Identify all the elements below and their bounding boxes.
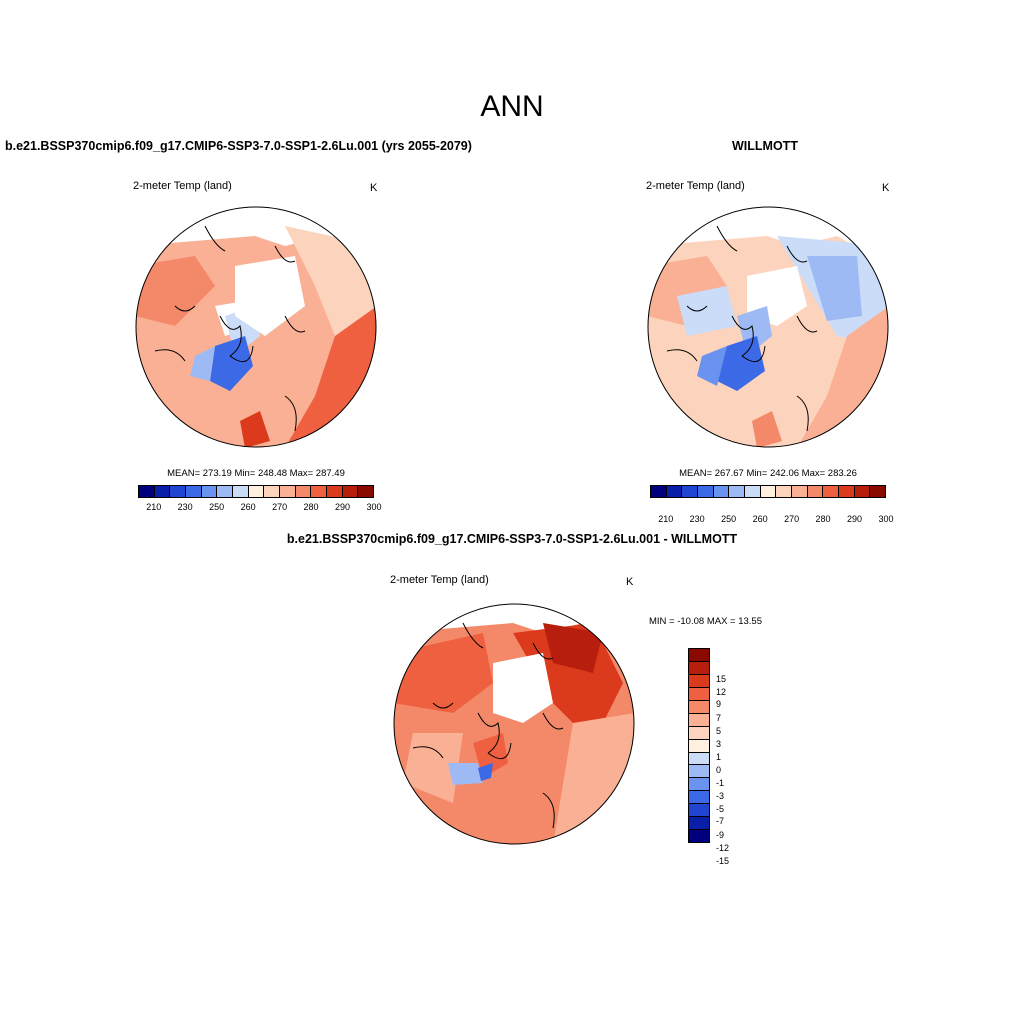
colorbar-swatch [838, 486, 854, 497]
figure-title: ANN [480, 90, 544, 123]
colorbar-tick-label: 300 [878, 514, 894, 524]
colorbar-swatch [357, 486, 374, 497]
panel-2-unit-label: K [882, 182, 890, 194]
colorbar-tick-label: 210 [658, 514, 674, 524]
colorbar-swatch [869, 486, 886, 497]
colorbar-swatch [310, 486, 327, 497]
colorbar-tick-label: 250 [209, 502, 225, 512]
panel-3-colorbar-ticks: 15 12 9 7 5 3 1 0 -1 -3 -5 -7 -9 -12 -15 [716, 672, 756, 867]
colorbar-tick-label: 270 [784, 514, 800, 524]
colorbar-swatch [689, 660, 709, 674]
colorbar-tick-label: 230 [177, 502, 193, 512]
colorbar-tick-label: 9 [716, 699, 722, 710]
panel-3-title: b.e21.BSSP370cmip6.f09_g17.CMIP6-SSP3-7.… [286, 532, 738, 546]
colorbar-swatch [279, 486, 295, 497]
colorbar-swatch [689, 673, 709, 687]
colorbar-tick-label: 300 [366, 502, 382, 512]
colorbar-swatch [689, 751, 709, 765]
colorbar-swatch [712, 486, 729, 497]
colorbar-tick-label: 270 [272, 502, 288, 512]
colorbar-swatch [689, 777, 709, 791]
panel-2-stats: MEAN= 267.67 Min= 242.06 Max= 283.26 [679, 468, 857, 479]
colorbar-swatch [216, 486, 233, 497]
colorbar-swatch [689, 829, 709, 843]
panel-1-title: b.e21.BSSP370cmip6.f09_g17.CMIP6-SSP3-7.… [5, 139, 472, 153]
panel-3-unit-label: K [626, 576, 634, 588]
colorbar-swatch [689, 803, 709, 817]
colorbar-tick-label: 0 [716, 764, 722, 775]
colorbar-swatch [651, 486, 666, 497]
colorbar-swatch [326, 486, 342, 497]
colorbar-tick-label: 3 [716, 738, 722, 749]
colorbar-tick-label: 1 [716, 751, 722, 762]
colorbar-swatch [822, 486, 839, 497]
panel-3-stats: MIN = -10.08 MAX = 13.55 [649, 616, 763, 627]
colorbar-tick-label: 210 [146, 502, 162, 512]
colorbar-tick-label: 5 [716, 725, 722, 736]
colorbar-swatch [247, 486, 264, 497]
panel-2-colorbar [650, 485, 886, 498]
panel-2-title: WILLMOTT [732, 139, 798, 153]
colorbar-tick-label: -7 [716, 816, 725, 827]
panel-2-colorbar-ticks: 210 230 250 260 270 280 290 300 [650, 514, 893, 526]
panel-3-variable-label: 2-meter Temp (land) [390, 574, 489, 586]
panel-1-colorbar [138, 485, 374, 498]
panel-1-variable-label: 2-meter Temp (land) [133, 180, 232, 192]
colorbar-swatch [185, 486, 201, 497]
colorbar-tick-label: -3 [716, 790, 725, 801]
colorbar-swatch [689, 738, 709, 752]
colorbar-swatch [791, 486, 807, 497]
panel-1-colorbar-ticks: 210 230 250 260 270 280 290 300 [138, 502, 381, 514]
colorbar-swatch [744, 486, 760, 497]
colorbar-swatch [294, 486, 311, 497]
colorbar-swatch [200, 486, 217, 497]
panel-1-stats: MEAN= 273.19 Min= 248.48 Max= 287.49 [167, 468, 345, 479]
colorbar-swatch [728, 486, 745, 497]
panel-1-unit-label: K [370, 182, 378, 194]
panel-3-colorbar [688, 648, 710, 843]
colorbar-tick-label: 260 [240, 502, 256, 512]
colorbar-tick-label: -9 [716, 829, 725, 840]
colorbar-tick-label: 12 [716, 686, 727, 697]
colorbar-tick-label: 280 [815, 514, 831, 524]
colorbar-swatch [689, 764, 709, 778]
colorbar-swatch [153, 486, 170, 497]
colorbar-swatch [232, 486, 248, 497]
colorbar-tick-label: -12 [716, 842, 730, 853]
colorbar-tick-label: -15 [716, 855, 730, 866]
colorbar-tick-label: -1 [716, 777, 725, 788]
colorbar-swatch [689, 712, 709, 726]
colorbar-tick-label: -5 [716, 803, 725, 814]
colorbar-swatch [689, 790, 709, 804]
colorbar-swatch [139, 486, 154, 497]
colorbar-swatch [689, 649, 709, 661]
colorbar-swatch [697, 486, 713, 497]
colorbar-swatch [689, 816, 709, 830]
colorbar-swatch [759, 486, 776, 497]
colorbar-tick-label: 260 [752, 514, 768, 524]
colorbar-swatch [689, 725, 709, 739]
colorbar-swatch [689, 699, 709, 713]
panel-2-variable-label: 2-meter Temp (land) [646, 180, 745, 192]
colorbar-swatch [689, 686, 709, 700]
colorbar-swatch [775, 486, 792, 497]
colorbar-tick-label: 280 [303, 502, 319, 512]
colorbar-tick-label: 290 [847, 514, 863, 524]
panel-1-polar-map [135, 206, 377, 448]
panel-2-polar-map [647, 206, 889, 448]
colorbar-swatch [665, 486, 682, 497]
colorbar-tick-label: 230 [689, 514, 705, 524]
colorbar-swatch [169, 486, 186, 497]
colorbar-tick-label: 290 [335, 502, 351, 512]
colorbar-tick-label: 7 [716, 712, 722, 723]
colorbar-swatch [341, 486, 358, 497]
colorbar-swatch [806, 486, 823, 497]
colorbar-swatch [681, 486, 698, 497]
colorbar-tick-label: 250 [721, 514, 737, 524]
colorbar-tick-label: 15 [716, 673, 727, 684]
colorbar-swatch [263, 486, 280, 497]
panel-3-polar-map [393, 603, 635, 845]
colorbar-swatch [853, 486, 870, 497]
